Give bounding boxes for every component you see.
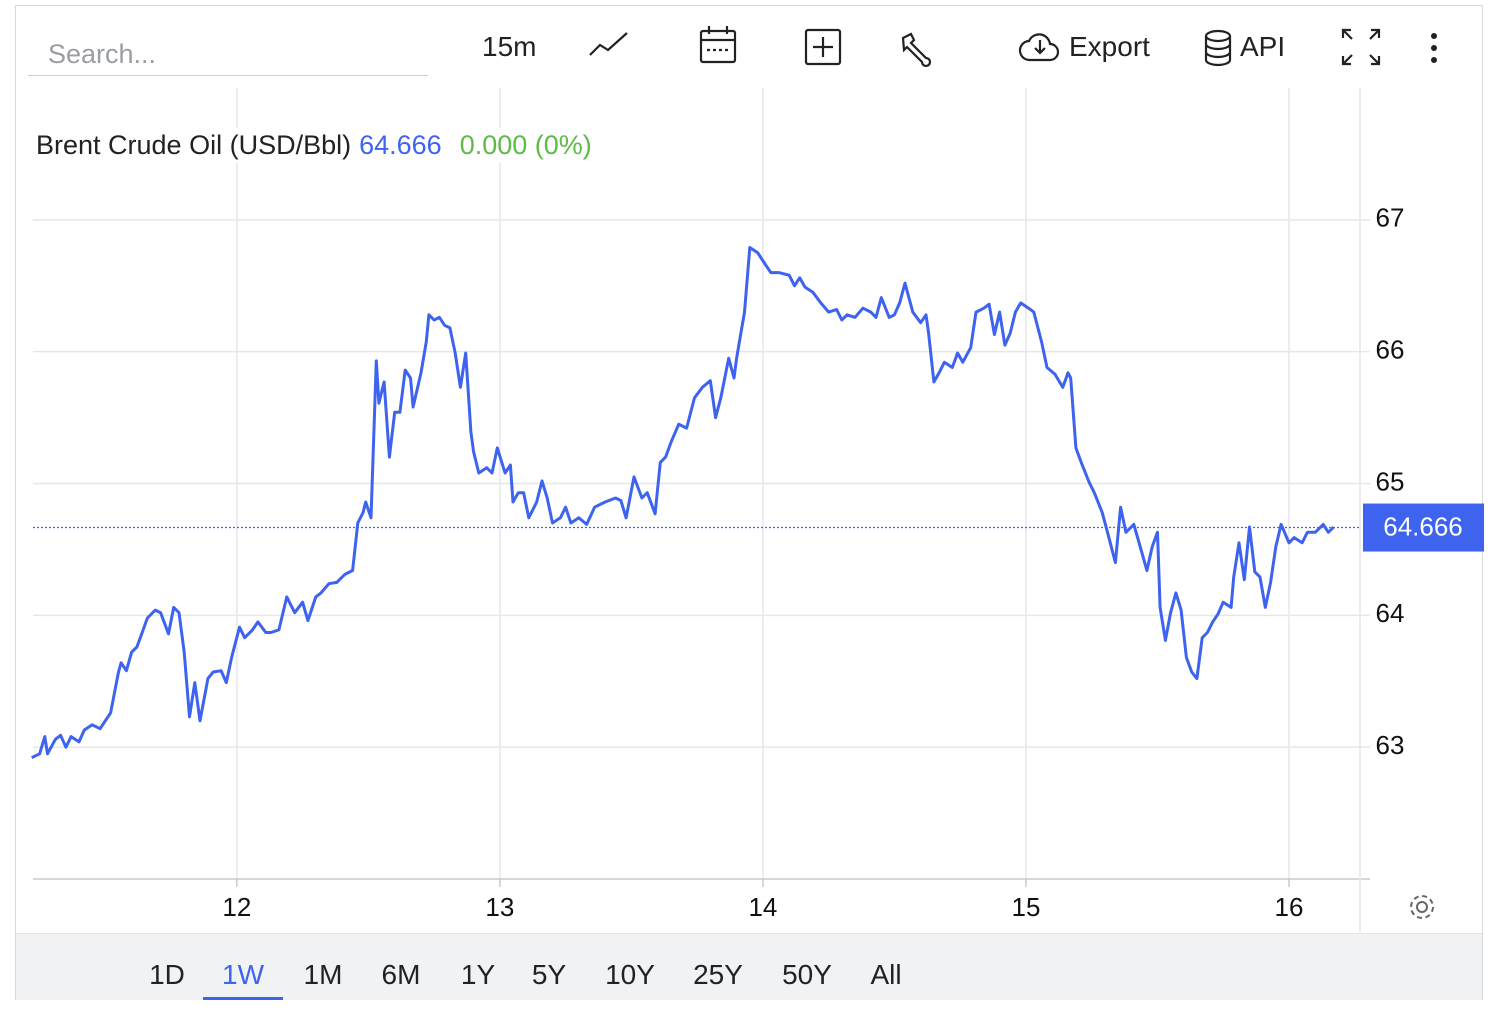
range-button[interactable]: 50Y xyxy=(782,959,832,990)
range-button[interactable]: 10Y xyxy=(605,959,655,990)
toolbar-icons xyxy=(589,26,1381,68)
api-icon[interactable] xyxy=(1204,29,1232,67)
x-tick-label: 15 xyxy=(1011,892,1040,922)
y-tick-label: 65 xyxy=(1376,466,1405,496)
x-tick-label: 14 xyxy=(748,892,777,922)
api-button[interactable]: API xyxy=(1240,31,1286,62)
last-value: 64.666 xyxy=(359,130,442,160)
x-tick-label: 12 xyxy=(222,892,251,922)
x-tick-label: 13 xyxy=(485,892,514,922)
range-bar: 1D 1W 1M 6M 1Y 5Y 10Y 25Y 50Y All xyxy=(16,933,1482,1000)
menu-icon[interactable] xyxy=(1431,33,1437,63)
selected-range-underline xyxy=(203,997,283,1000)
add-icon[interactable] xyxy=(804,28,842,66)
price-line xyxy=(31,246,1335,760)
calendar-icon[interactable] xyxy=(699,26,737,64)
range-button[interactable]: 5Y xyxy=(531,959,567,990)
range-button[interactable]: 6M xyxy=(381,959,421,990)
line-icon[interactable] xyxy=(589,32,628,56)
y-tick-label: 66 xyxy=(1376,335,1405,365)
series-name: Brent Crude Oil (USD/Bbl) xyxy=(36,130,352,160)
interval-button[interactable]: 15m xyxy=(482,31,537,62)
range-button[interactable]: 1M xyxy=(303,959,343,990)
fullscreen-icon[interactable] xyxy=(1341,28,1381,66)
y-tick-label: 63 xyxy=(1376,730,1405,760)
export-button[interactable]: Export xyxy=(1069,31,1150,62)
y-tick-label: 67 xyxy=(1376,203,1405,233)
y-tick-label: 64 xyxy=(1376,598,1405,628)
last-value-badge xyxy=(1363,503,1484,552)
export-icon[interactable] xyxy=(1018,33,1060,62)
range-button[interactable]: 1W xyxy=(222,959,264,990)
last-value-badge-label: 64.666 xyxy=(1383,511,1463,541)
range-button[interactable]: All xyxy=(870,959,902,990)
settings-wrench-icon[interactable] xyxy=(901,32,932,68)
legend: Brent Crude Oil (USD/Bbl) 64.666 0.000 (0%… xyxy=(28,128,608,163)
range-button[interactable]: 25Y xyxy=(693,959,743,990)
change: 0.000 (0%) xyxy=(459,130,592,160)
gear-icon[interactable] xyxy=(1410,895,1434,919)
search-box[interactable]: Search... xyxy=(28,36,428,76)
grid xyxy=(33,88,1370,879)
range-button[interactable]: 1D xyxy=(149,959,185,990)
range-button[interactable]: 1Y xyxy=(460,959,496,990)
x-tick-label: 16 xyxy=(1275,892,1304,922)
